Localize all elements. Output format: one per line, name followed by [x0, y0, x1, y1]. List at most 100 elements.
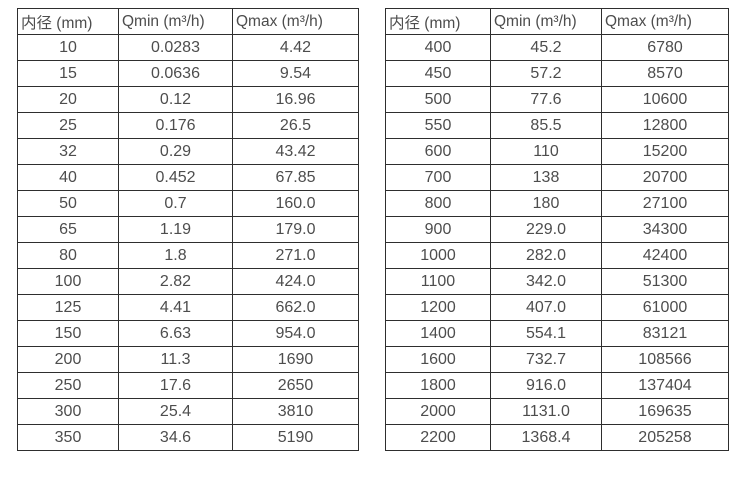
diameter-cell: 32	[17, 138, 119, 165]
qmax-cell: 662.0	[232, 294, 359, 321]
table-row: 450 57.2 8570	[385, 60, 729, 87]
qmin-cell: 0.7	[118, 190, 233, 217]
qmax-cell: 169635	[601, 398, 729, 425]
qmin-cell: 342.0	[490, 268, 602, 295]
table-row: 1000 282.0 42400	[385, 242, 729, 269]
table-header-row: 内径 (mm) Qmin (m³/h) Qmax (m³/h)	[17, 8, 359, 35]
qmin-header: Qmin (m³/h)	[490, 8, 602, 35]
qmin-cell: 0.29	[118, 138, 233, 165]
table-row: 300 25.4 3810	[17, 398, 359, 425]
qmax-header: Qmax (m³/h)	[601, 8, 729, 35]
diameter-cell: 1400	[385, 320, 491, 347]
diameter-cell: 250	[17, 372, 119, 399]
qmax-cell: 6780	[601, 34, 729, 61]
table-row: 125 4.41 662.0	[17, 294, 359, 321]
qmax-cell: 179.0	[232, 216, 359, 243]
qmax-cell: 27100	[601, 190, 729, 217]
diameter-cell: 80	[17, 242, 119, 269]
qmax-cell: 51300	[601, 268, 729, 295]
table-row: 25 0.176 26.5	[17, 112, 359, 139]
diameter-cell: 100	[17, 268, 119, 295]
qmin-cell: 1.19	[118, 216, 233, 243]
qmin-cell: 4.41	[118, 294, 233, 321]
table-row: 15 0.0636 9.54	[17, 60, 359, 87]
table-row: 150 6.63 954.0	[17, 320, 359, 347]
diameter-cell: 300	[17, 398, 119, 425]
diameter-cell: 20	[17, 86, 119, 113]
qmin-cell: 34.6	[118, 424, 233, 451]
table-row: 1400 554.1 83121	[385, 320, 729, 347]
table-row: 1200 407.0 61000	[385, 294, 729, 321]
diameter-cell: 1100	[385, 268, 491, 295]
diameter-cell: 1200	[385, 294, 491, 321]
qmax-cell: 34300	[601, 216, 729, 243]
diameter-header: 内径 (mm)	[385, 8, 491, 35]
qmin-cell: 25.4	[118, 398, 233, 425]
qmin-cell: 57.2	[490, 60, 602, 87]
qmax-cell: 43.42	[232, 138, 359, 165]
diameter-cell: 900	[385, 216, 491, 243]
flow-range-table-large-diameters: 内径 (mm) Qmin (m³/h) Qmax (m³/h) 400 45.2 6780…	[385, 8, 729, 451]
qmin-cell: 77.6	[490, 86, 602, 113]
qmin-header: Qmin (m³/h)	[118, 8, 233, 35]
table-row: 350 34.6 5190	[17, 424, 359, 451]
qmin-cell: 17.6	[118, 372, 233, 399]
qmin-cell: 1131.0	[490, 398, 602, 425]
table-row: 400 45.2 6780	[385, 34, 729, 61]
diameter-cell: 40	[17, 164, 119, 191]
diameter-cell: 400	[385, 34, 491, 61]
table-row: 250 17.6 2650	[17, 372, 359, 399]
qmax-cell: 954.0	[232, 320, 359, 347]
qmin-cell: 45.2	[490, 34, 602, 61]
table-row: 65 1.19 179.0	[17, 216, 359, 243]
qmax-header: Qmax (m³/h)	[232, 8, 359, 35]
table-row: 1800 916.0 137404	[385, 372, 729, 399]
diameter-cell: 1800	[385, 372, 491, 399]
diameter-cell: 800	[385, 190, 491, 217]
table-row: 20 0.12 16.96	[17, 86, 359, 113]
qmax-cell: 1690	[232, 346, 359, 373]
diameter-cell: 700	[385, 164, 491, 191]
diameter-cell: 200	[17, 346, 119, 373]
diameter-cell: 500	[385, 86, 491, 113]
qmax-cell: 4.42	[232, 34, 359, 61]
qmin-cell: 554.1	[490, 320, 602, 347]
qmax-cell: 205258	[601, 424, 729, 451]
qmax-cell: 10600	[601, 86, 729, 113]
qmax-cell: 20700	[601, 164, 729, 191]
diameter-cell: 10	[17, 34, 119, 61]
qmax-cell: 3810	[232, 398, 359, 425]
diameter-cell: 1000	[385, 242, 491, 269]
diameter-cell: 25	[17, 112, 119, 139]
diameter-cell: 65	[17, 216, 119, 243]
qmax-cell: 424.0	[232, 268, 359, 295]
diameter-cell: 550	[385, 112, 491, 139]
qmin-cell: 110	[490, 138, 602, 165]
table-header-row: 内径 (mm) Qmin (m³/h) Qmax (m³/h)	[385, 8, 729, 35]
diameter-cell: 125	[17, 294, 119, 321]
table-row: 600 110 15200	[385, 138, 729, 165]
qmin-cell: 11.3	[118, 346, 233, 373]
qmin-cell: 0.0283	[118, 34, 233, 61]
diameter-cell: 1600	[385, 346, 491, 373]
table-row: 100 2.82 424.0	[17, 268, 359, 295]
table-row: 50 0.7 160.0	[17, 190, 359, 217]
table-row: 2200 1368.4 205258	[385, 424, 729, 451]
qmin-cell: 180	[490, 190, 602, 217]
diameter-cell: 450	[385, 60, 491, 87]
diameter-cell: 50	[17, 190, 119, 217]
table-row: 800 180 27100	[385, 190, 729, 217]
qmax-cell: 137404	[601, 372, 729, 399]
diameter-cell: 150	[17, 320, 119, 347]
diameter-cell: 600	[385, 138, 491, 165]
table-row: 200 11.3 1690	[17, 346, 359, 373]
table-row: 1100 342.0 51300	[385, 268, 729, 295]
table-row: 500 77.6 10600	[385, 86, 729, 113]
qmax-cell: 83121	[601, 320, 729, 347]
qmin-cell: 229.0	[490, 216, 602, 243]
qmin-cell: 0.176	[118, 112, 233, 139]
qmin-cell: 1.8	[118, 242, 233, 269]
qmin-cell: 282.0	[490, 242, 602, 269]
qmax-cell: 2650	[232, 372, 359, 399]
qmax-cell: 9.54	[232, 60, 359, 87]
